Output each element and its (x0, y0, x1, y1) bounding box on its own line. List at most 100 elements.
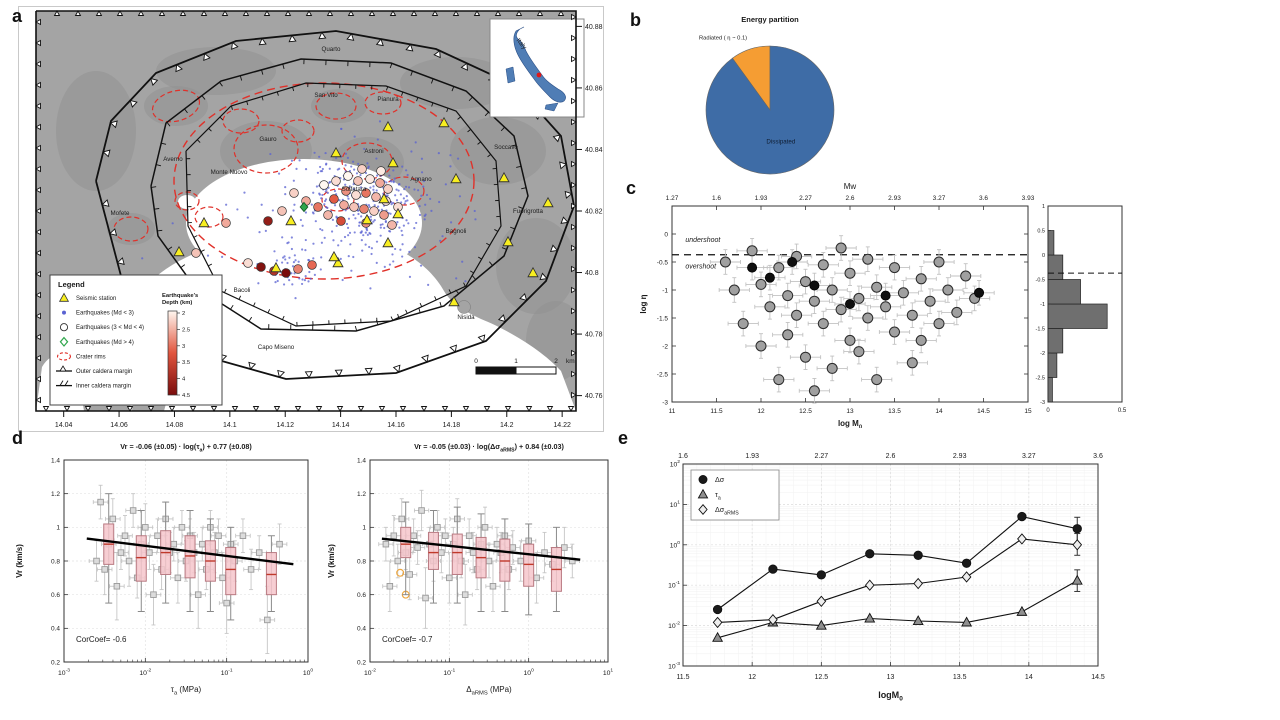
lon-tick-label: 14.04 (55, 422, 73, 429)
map-legend: Legend Seismic station Earthquakes (Md < 3… (49, 274, 223, 406)
lon-tick-label: 14.06 (110, 422, 128, 429)
x-tick-label: 100 (303, 668, 314, 678)
triangle-marker (387, 156, 399, 168)
place-label: Soccavo (494, 144, 518, 151)
earthquake-marker (319, 180, 329, 190)
eta-point-black (880, 290, 891, 301)
x-tick-label: 15 (1024, 408, 1032, 415)
earthquake-marker (341, 186, 351, 196)
mw-tick-label: 3.6 (979, 195, 988, 202)
place-label: Averno (163, 156, 183, 163)
y-tick-label: 1.4 (51, 457, 60, 464)
eta-point-gray (826, 284, 838, 296)
square-marker (461, 591, 469, 598)
eta-point-gray (835, 242, 847, 254)
earthquake-marker (336, 216, 346, 226)
eta-point-gray (906, 357, 918, 369)
circle-marker (1017, 511, 1027, 522)
hist-y-tick: 1 (1042, 204, 1045, 210)
x-tick-label: 12.5 (799, 408, 812, 415)
circle-marker (865, 549, 875, 559)
eta-point-black (809, 280, 820, 291)
circle-marker (712, 604, 723, 615)
triangle-marker (270, 261, 282, 273)
eta-point-gray (915, 273, 927, 285)
lat-tick-label: 40.86 (585, 85, 603, 92)
lat-tick-label: 40.8 (585, 270, 599, 277)
eta-point-gray (719, 256, 731, 268)
text-label: 1 (514, 358, 518, 365)
triangle-marker (173, 245, 185, 257)
square-marker (438, 549, 445, 556)
eta-point-gray (826, 362, 838, 374)
x-tick-label: 13 (846, 408, 854, 415)
mw-tick-label: 1.93 (745, 453, 759, 460)
plot-title: Vr = -0.05 (±0.03) · log(ΔσaRMS) + 0.84 … (414, 442, 564, 454)
square-marker (199, 540, 206, 548)
eta-scatter-plot: 11 11.5 12 12.5 13 13.5 14 14.5 15 1.27 1.6 1.93 2.2… (639, 182, 1035, 428)
square-marker (517, 557, 524, 565)
box-plot (499, 538, 511, 582)
eta-point-gray (773, 374, 785, 386)
triangle-marker (332, 256, 344, 268)
square-marker (239, 532, 247, 539)
lon-tick-label: 14.2 (500, 422, 514, 429)
x-tick-label: 12 (748, 674, 756, 681)
triangle-marker (328, 250, 340, 262)
earthquake-marker (387, 220, 397, 230)
earthquake-marker (191, 248, 201, 258)
source-params-plot: 11.5 12 12.5 13 13.5 14 14.5 1.6 1.93 2.27 2.6 2.93… (668, 453, 1105, 703)
panel-b-label: b (630, 10, 641, 30)
earthquake-marker (376, 166, 386, 176)
eta-point-gray (853, 346, 865, 358)
lat-tick-label: 40.84 (585, 147, 603, 154)
square-marker (174, 574, 182, 582)
pie-slice (705, 45, 835, 175)
legend-item-label: Earthquakes (Md < 3) (76, 311, 134, 317)
histogram-bar (1047, 377, 1053, 403)
earthquake-marker (243, 258, 253, 268)
legend-item-label: Inner caldera margin (76, 384, 131, 390)
corcoef-label: CorCoef= -0.6 (76, 635, 127, 644)
mw-tick-label: 1.93 (755, 195, 768, 202)
crater-rim (222, 108, 260, 134)
y-tick-label: -0.5 (657, 259, 669, 266)
earthquake-marker (307, 260, 317, 270)
eta-point-gray (764, 301, 776, 313)
box-plot (135, 535, 147, 582)
fit-line (86, 537, 294, 566)
outlier-point (396, 568, 405, 577)
y-tick-label: 0.4 (51, 626, 60, 633)
eta-point-gray (844, 267, 856, 279)
crater-rim (233, 124, 299, 174)
depth-legend-title: Depth (km) (162, 300, 192, 306)
y-tick-label: 0 (664, 231, 668, 238)
hist-x-tick: 0 (1046, 408, 1050, 414)
place-label: Capo Miseno (258, 344, 295, 351)
square-marker (178, 524, 186, 531)
place-label: San Vito (314, 92, 338, 99)
earthquake-marker (359, 204, 369, 214)
eta-point-gray (835, 304, 847, 316)
eta-point-gray (755, 340, 767, 352)
square-marker (382, 540, 390, 548)
triangle-marker (361, 213, 373, 225)
earthquake-marker (357, 164, 367, 174)
depth-tick-label: 4 (182, 377, 186, 383)
y-tick-label: 1.2 (357, 491, 366, 498)
hist-y-tick: -2.5 (1036, 376, 1045, 382)
lon-tick-label: 14.16 (387, 422, 405, 429)
hist-y-tick: 0.5 (1037, 229, 1045, 235)
triangle-marker (815, 619, 827, 630)
corcoef-label: CorCoef= -0.7 (382, 635, 433, 644)
histogram-bar (1047, 328, 1064, 354)
square-marker (109, 515, 117, 523)
lon-tick-label: 14.14 (332, 422, 350, 429)
square-marker (446, 574, 453, 582)
y-tick-label: 102 (670, 459, 681, 469)
mw-tick-label: 1.6 (712, 195, 721, 202)
square-marker (97, 498, 104, 506)
nisida-island (457, 300, 471, 314)
triangle-marker (697, 488, 709, 499)
plot-title: Vr = -0.06 (±0.05) · log(τa) + 0.77 (±0.… (120, 442, 252, 454)
